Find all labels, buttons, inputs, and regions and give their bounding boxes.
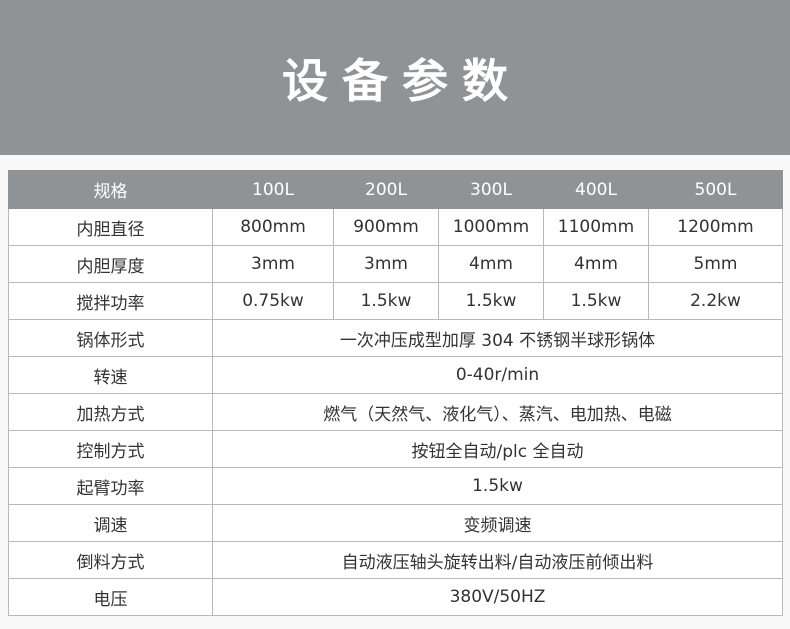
row-label: 起臂功率 bbox=[8, 467, 213, 505]
table-row: 电压 380V/50HZ bbox=[8, 578, 783, 616]
row-value: 一次冲压成型加厚 304 不锈钢半球形锅体 bbox=[212, 319, 783, 357]
table-row: 内胆厚度 3mm 3mm 4mm 4mm 5mm bbox=[8, 245, 783, 283]
row-label: 电压 bbox=[8, 578, 213, 616]
row-value: 0.75kw bbox=[212, 282, 334, 320]
row-value: 按钮全自动/plc 全自动 bbox=[212, 430, 783, 468]
table-row: 加热方式 燃气（天然气、液化气）、蒸汽、电加热、电磁 bbox=[8, 393, 783, 431]
table-row: 转速 0-40r/min bbox=[8, 356, 783, 394]
row-value: 380V/50HZ bbox=[212, 578, 783, 616]
table-row: 起臂功率 1.5kw bbox=[8, 467, 783, 505]
header-capacity: 100L bbox=[212, 170, 334, 209]
row-value: 燃气（天然气、液化气）、蒸汽、电加热、电磁 bbox=[212, 393, 783, 431]
row-value: 变频调速 bbox=[212, 504, 783, 542]
row-value: 0-40r/min bbox=[212, 356, 783, 394]
row-label: 内胆直径 bbox=[8, 208, 213, 246]
row-value: 3mm bbox=[212, 245, 334, 283]
row-label: 加热方式 bbox=[8, 393, 213, 431]
page-title: 设备参数 bbox=[282, 53, 522, 108]
row-value: 自动液压轴头旋转出料/自动液压前倾出料 bbox=[212, 541, 783, 579]
row-label: 内胆厚度 bbox=[8, 245, 213, 283]
row-value: 5mm bbox=[648, 245, 783, 283]
spec-table: 规格 100L 200L 300L 400L 500L 内胆直径 800mm 900mm 100… bbox=[8, 170, 783, 616]
row-value: 2.2kw bbox=[648, 282, 783, 320]
header-spec-label: 规格 bbox=[8, 170, 213, 209]
row-label: 控制方式 bbox=[8, 430, 213, 468]
row-value: 3mm bbox=[333, 245, 439, 283]
table-row: 调速 变频调速 bbox=[8, 504, 783, 542]
header-capacity: 300L bbox=[438, 170, 544, 209]
table-row: 锅体形式 一次冲压成型加厚 304 不锈钢半球形锅体 bbox=[8, 319, 783, 357]
row-value: 1.5kw bbox=[543, 282, 649, 320]
row-label: 调速 bbox=[8, 504, 213, 542]
row-label: 转速 bbox=[8, 356, 213, 394]
title-banner: 设备参数 bbox=[0, 0, 790, 155]
table-row: 内胆直径 800mm 900mm 1000mm 1100mm 1200mm bbox=[8, 208, 783, 246]
row-label: 锅体形式 bbox=[8, 319, 213, 357]
table-row: 控制方式 按钮全自动/plc 全自动 bbox=[8, 430, 783, 468]
row-value: 1.5kw bbox=[212, 467, 783, 505]
row-value: 4mm bbox=[543, 245, 649, 283]
row-value: 1000mm bbox=[438, 208, 544, 246]
row-value: 1200mm bbox=[648, 208, 783, 246]
table-row: 搅拌功率 0.75kw 1.5kw 1.5kw 1.5kw 2.2kw bbox=[8, 282, 783, 320]
row-label: 倒料方式 bbox=[8, 541, 213, 579]
row-value: 900mm bbox=[333, 208, 439, 246]
table-header-row: 规格 100L 200L 300L 400L 500L bbox=[8, 170, 783, 209]
row-value: 1.5kw bbox=[333, 282, 439, 320]
row-value: 4mm bbox=[438, 245, 544, 283]
header-capacity: 500L bbox=[648, 170, 783, 209]
table-row: 倒料方式 自动液压轴头旋转出料/自动液压前倾出料 bbox=[8, 541, 783, 579]
header-capacity: 400L bbox=[543, 170, 649, 209]
row-label: 搅拌功率 bbox=[8, 282, 213, 320]
row-value: 1100mm bbox=[543, 208, 649, 246]
header-capacity: 200L bbox=[333, 170, 439, 209]
row-value: 1.5kw bbox=[438, 282, 544, 320]
row-value: 800mm bbox=[212, 208, 334, 246]
